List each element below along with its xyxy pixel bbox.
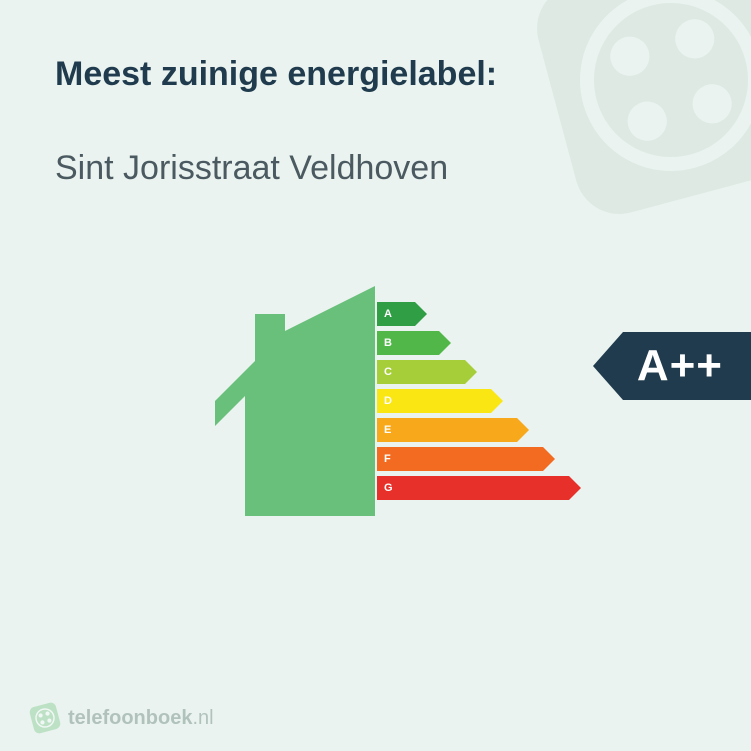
rating-label: A++ bbox=[623, 332, 751, 400]
brand-watermark: telefoonboek.nl bbox=[30, 703, 214, 733]
rating-badge: A++ bbox=[593, 332, 751, 400]
bar-label: F bbox=[377, 447, 543, 471]
brand-icon bbox=[27, 700, 64, 737]
bar-arrow-icon bbox=[439, 331, 451, 355]
bar-label: A bbox=[377, 302, 415, 326]
brand-name-bold: telefoonboek bbox=[68, 707, 192, 729]
bar-label: C bbox=[377, 360, 465, 384]
bar-arrow-icon bbox=[543, 447, 555, 471]
bar-label: D bbox=[377, 389, 491, 413]
bar-arrow-icon bbox=[491, 389, 503, 413]
content-area: Meest zuinige energielabel: Sint Jorisst… bbox=[0, 0, 751, 568]
page-title: Meest zuinige energielabel: bbox=[55, 55, 701, 94]
page-subtitle: Sint Jorisstraat Veldhoven bbox=[55, 149, 701, 188]
energy-chart: ABCDEFG bbox=[55, 268, 701, 568]
badge-arrow-icon bbox=[593, 332, 623, 400]
brand-text: telefoonboek.nl bbox=[68, 707, 214, 730]
brand-name-light: .nl bbox=[192, 707, 213, 729]
bar-arrow-icon bbox=[415, 302, 427, 326]
bar-label: E bbox=[377, 418, 517, 442]
bar-arrow-icon bbox=[569, 476, 581, 500]
bar-label: G bbox=[377, 476, 569, 500]
bar-arrow-icon bbox=[517, 418, 529, 442]
bar-label: B bbox=[377, 331, 439, 355]
house-icon bbox=[200, 286, 375, 516]
bar-arrow-icon bbox=[465, 360, 477, 384]
